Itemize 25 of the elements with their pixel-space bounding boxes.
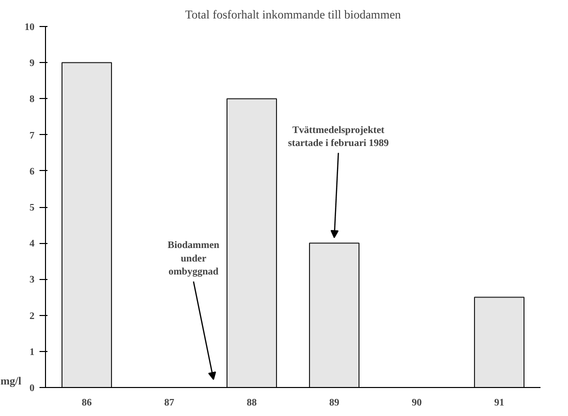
annotation: Tvättmedelsprojektet startade i februari 1989 [288, 125, 389, 150]
y-axis-title: mg/l [0, 376, 22, 388]
y-tick-label: 7 [30, 130, 34, 142]
bar [62, 62, 112, 388]
y-tick-label: 6 [30, 166, 34, 178]
annotation: Biodammen under ombyggnad [168, 240, 220, 278]
y-tick-label: 10 [24, 22, 34, 33]
chart-title: Total fosforhalt inkommande till biodammen [185, 8, 401, 22]
bar [474, 296, 524, 388]
x-tick-label: 89 [329, 398, 340, 408]
y-tick-label: 0 [30, 383, 34, 394]
y-tick-label: 8 [30, 94, 34, 106]
x-tick-label: 86 [82, 398, 92, 408]
x-tick-label: 88 [246, 398, 257, 408]
x-tick-label: 91 [494, 398, 504, 408]
x-tick-label: 90 [412, 398, 422, 408]
y-tick-label: 2 [30, 310, 34, 322]
y-tick-label: 9 [30, 58, 34, 70]
y-tick-label: 1 [30, 346, 34, 358]
y-tick-label: 4 [30, 238, 34, 250]
y-tick-label: 5 [30, 202, 34, 214]
y-tick-label: 3 [30, 274, 34, 286]
bar [226, 98, 277, 388]
x-tick-label: 87 [164, 398, 174, 408]
bar [309, 242, 360, 388]
